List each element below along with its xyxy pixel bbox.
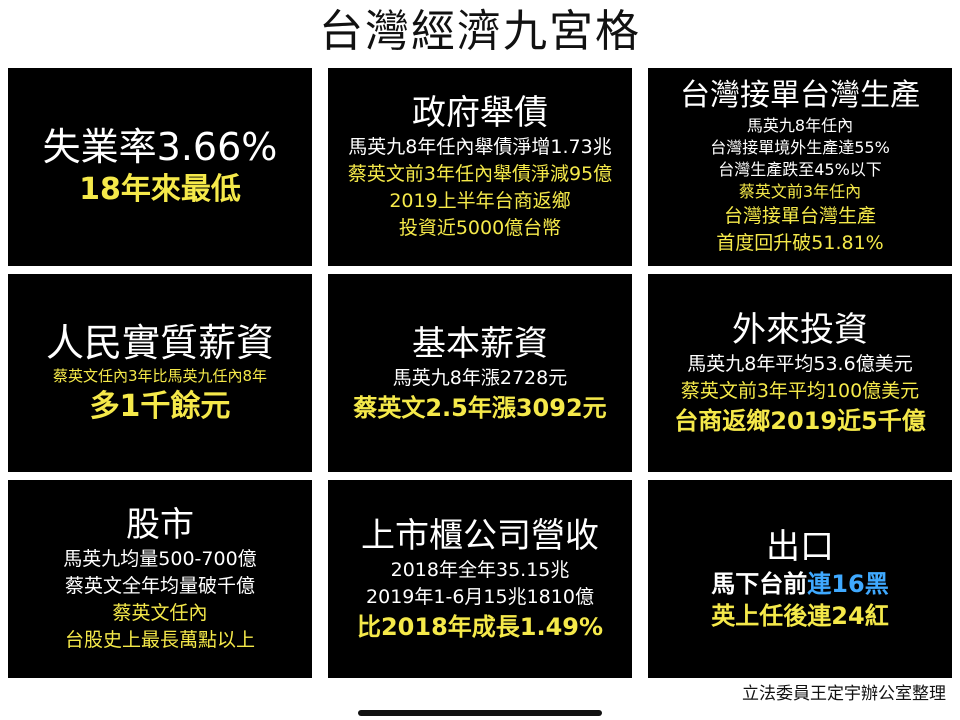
cell-line: 馬英九8年任內 [746, 116, 854, 135]
cell-line: 蔡英文全年均量破千億 [64, 575, 255, 597]
cell-heading: 政府舉債 [412, 93, 548, 133]
cell-heading: 台灣接單台灣生產 [680, 78, 920, 113]
cell-line: 台股史上最長萬點以上 [64, 629, 255, 651]
cell-heading: 出口 [766, 527, 834, 567]
cell-heading: 基本薪資 [412, 323, 548, 364]
cell-line: 投資近5000億台幣 [398, 217, 562, 239]
home-indicator [358, 710, 602, 716]
cell-line: 蔡英文任內3年比馬英九任內8年 [52, 366, 268, 385]
cell-orders-production: 台灣接單台灣生產 馬英九8年任內 台灣接單境外生產達55% 台灣生產跌至45%以… [648, 68, 952, 266]
cell-exports: 出口 馬下台前連16黑 英上任後連24紅 [648, 480, 952, 678]
cell-line: 蔡英文任內 [112, 602, 208, 624]
cell-line: 2019年1-6月15兆1810億 [366, 586, 594, 608]
cell-listed-revenue: 上市櫃公司營收 2018年全年35.15兆 2019年1-6月15兆1810億 … [328, 480, 632, 678]
cell-line: 台商返鄉2019近5千億 [674, 407, 926, 435]
cell-line: 18年來最低 [79, 172, 241, 207]
cell-line: 馬英九8年平均53.6億美元 [687, 353, 913, 375]
cell-basic-wage: 基本薪資 馬英九8年漲2728元 蔡英文2.5年漲3092元 [328, 274, 632, 472]
cell-line: 馬下台前連16黑 [711, 568, 888, 600]
cell-line: 蔡英文前3年平均100億美元 [680, 380, 920, 402]
cell-line: 英上任後連24紅 [711, 602, 889, 630]
cell-heading: 失業率3.66% [42, 125, 278, 169]
cell-line: 蔡英文前3年任內 [738, 182, 862, 201]
cell-line: 首度回升破51.81% [716, 232, 884, 254]
footer-credit: 立法委員王定宇辦公室整理 [742, 684, 946, 704]
cell-line: 蔡英文2.5年漲3092元 [353, 393, 607, 422]
cell-line: 2019上半年台商返鄉 [389, 190, 571, 212]
cell-line: 馬英九8年漲2728元 [392, 366, 568, 389]
cell-line: 2018年全年35.15兆 [390, 559, 570, 581]
cell-foreign-investment: 外來投資 馬英九8年平均53.6億美元 蔡英文前3年平均100億美元 台商返鄉2… [648, 274, 952, 472]
cell-stock-market: 股市 馬英九均量500-700億 蔡英文全年均量破千億 蔡英文任內 台股史上最長… [8, 480, 312, 678]
page-title: 台灣經濟九宮格 [319, 6, 641, 57]
cell-line: 比2018年成長1.49% [356, 613, 604, 641]
cell-line-highlight: 連16黑 [807, 570, 889, 598]
cell-line: 馬英九8年任內舉債淨增1.73兆 [348, 136, 612, 158]
cell-line: 台灣生產跌至45%以下 [718, 160, 882, 179]
cell-line: 多1千餘元 [89, 388, 231, 424]
economy-grid: 失業率3.66% 18年來最低 政府舉債 馬英九8年任內舉債淨增1.73兆 蔡英… [8, 68, 952, 678]
cell-heading: 外來投資 [732, 310, 868, 350]
cell-line: 蔡英文前3年任內舉債淨減95億 [347, 163, 613, 185]
cell-government-debt: 政府舉債 馬英九8年任內舉債淨增1.73兆 蔡英文前3年任內舉債淨減95億 20… [328, 68, 632, 266]
cell-heading: 人民實質薪資 [45, 320, 274, 365]
cell-heading: 上市櫃公司營收 [361, 516, 599, 556]
cell-heading: 股市 [126, 505, 194, 545]
cell-line: 馬英九均量500-700億 [63, 548, 257, 570]
cell-line-part: 馬下台前 [711, 570, 808, 598]
cell-line: 台灣接單境外生產達55% [710, 138, 890, 157]
cell-real-wages: 人民實質薪資 蔡英文任內3年比馬英九任內8年 多1千餘元 [8, 274, 312, 472]
cell-unemployment: 失業率3.66% 18年來最低 [8, 68, 312, 266]
cell-line: 台灣接單台灣生產 [723, 205, 876, 227]
